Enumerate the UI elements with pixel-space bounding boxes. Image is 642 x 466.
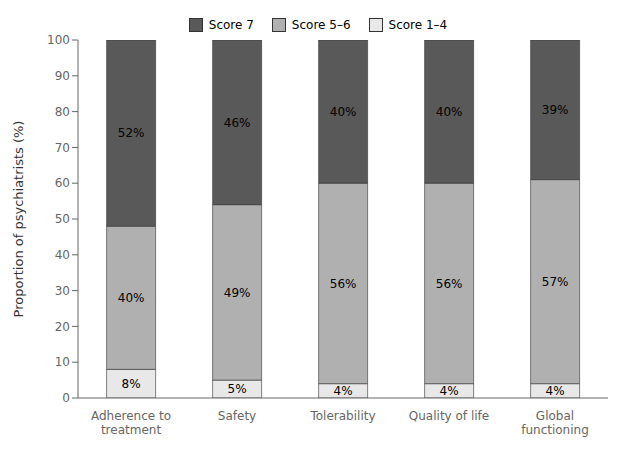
svg-text:8%: 8% bbox=[122, 377, 141, 391]
svg-text:90: 90 bbox=[55, 69, 70, 83]
svg-text:Quality of life: Quality of life bbox=[409, 409, 489, 423]
svg-text:39%: 39% bbox=[542, 103, 569, 117]
svg-text:40: 40 bbox=[55, 248, 70, 262]
svg-text:Safety: Safety bbox=[218, 409, 256, 423]
svg-text:40%: 40% bbox=[330, 105, 357, 119]
svg-text:100: 100 bbox=[47, 33, 70, 47]
svg-text:70: 70 bbox=[55, 141, 70, 155]
svg-text:56%: 56% bbox=[436, 277, 463, 291]
svg-text:30: 30 bbox=[55, 284, 70, 298]
html-text:Score 1–4: Score 1–4 bbox=[388, 18, 448, 32]
svg-text:50: 50 bbox=[55, 212, 70, 226]
svg-text:56%: 56% bbox=[330, 277, 357, 291]
svg-text:52%: 52% bbox=[118, 126, 145, 140]
svg-text:4%: 4% bbox=[334, 384, 353, 398]
svg-text:49%: 49% bbox=[224, 286, 251, 300]
svg-text:60: 60 bbox=[55, 176, 70, 190]
svg-text:5%: 5% bbox=[228, 382, 247, 396]
svg-text:Tolerability: Tolerability bbox=[309, 409, 375, 423]
html-text:Score 5–6: Score 5–6 bbox=[291, 18, 351, 32]
html-text:Score 7: Score 7 bbox=[208, 18, 254, 32]
svg-text:4%: 4% bbox=[546, 384, 565, 398]
svg-text:80: 80 bbox=[55, 105, 70, 119]
svg-text:4%: 4% bbox=[440, 384, 459, 398]
svg-text:46%: 46% bbox=[224, 116, 251, 130]
svg-text:Proportion of psychiatrists (%: Proportion of psychiatrists (%) bbox=[11, 121, 26, 318]
svg-text:Globalfunctioning: Globalfunctioning bbox=[521, 409, 589, 437]
svg-text:20: 20 bbox=[55, 320, 70, 334]
svg-text:10: 10 bbox=[55, 355, 70, 369]
svg-text:0: 0 bbox=[62, 391, 70, 405]
svg-text:40%: 40% bbox=[436, 105, 463, 119]
svg-text:57%: 57% bbox=[542, 275, 569, 289]
svg-text:Adherence totreatment: Adherence totreatment bbox=[91, 409, 171, 437]
svg-text:40%: 40% bbox=[118, 291, 145, 305]
